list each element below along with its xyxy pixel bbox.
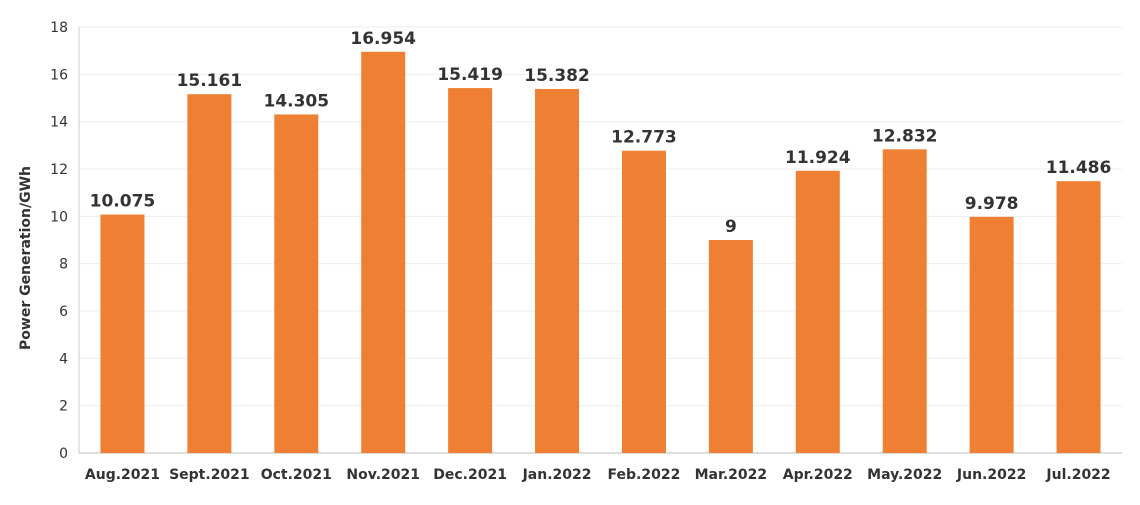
bar[interactable]	[795, 170, 840, 454]
data-label: 15.382	[524, 66, 590, 86]
data-label: 15.419	[437, 65, 503, 85]
y-tick-label: 2	[59, 399, 68, 415]
x-tick-label: Jun.2022	[956, 467, 1026, 483]
y-tick-label: 4	[59, 351, 68, 367]
bar[interactable]	[969, 216, 1014, 453]
bar[interactable]	[708, 240, 753, 453]
y-tick-label: 10	[50, 209, 68, 225]
data-label: 12.773	[611, 128, 677, 148]
bars	[100, 51, 1101, 454]
y-tick-label: 6	[59, 304, 68, 320]
y-tick-label: 16	[50, 67, 68, 83]
axes: Power Generation/GWh	[18, 27, 1122, 454]
y-tick-label: 0	[59, 446, 68, 462]
x-tick-label: Dec.2021	[433, 467, 507, 483]
bar[interactable]	[621, 150, 666, 453]
y-tick-label: 12	[50, 162, 68, 178]
bar[interactable]	[448, 88, 493, 453]
data-label: 12.832	[872, 126, 938, 146]
y-tick-labels: 0 2 4 6 8 10 12 14 16 18	[50, 20, 68, 462]
data-label: 9.978	[965, 194, 1019, 214]
x-tick-label: Jul.2022	[1045, 467, 1110, 483]
x-tick-label: Mar.2022	[695, 467, 768, 483]
bar[interactable]	[882, 149, 927, 453]
x-tick-labels: Aug.2021 Sept.2021 Oct.2021 Nov.2021 Dec.202…	[85, 467, 1111, 483]
gridlines	[79, 26, 1122, 407]
x-tick-label: Apr.2022	[783, 467, 853, 483]
bar[interactable]	[535, 88, 580, 453]
data-label: 16.954	[350, 29, 416, 49]
data-label: 15.161	[177, 71, 243, 91]
y-tick-label: 18	[50, 20, 68, 36]
x-tick-label: Feb.2022	[608, 467, 681, 483]
x-tick-label: Sept.2021	[169, 467, 250, 483]
x-tick-label: Aug.2021	[85, 467, 160, 483]
y-axis-label: Power Generation/GWh	[18, 166, 34, 350]
data-labels: 10.075 15.161 14.305 16.954 15.419 15.382 12.7…	[90, 29, 1112, 237]
data-label: 11.924	[785, 148, 851, 168]
x-tick-label: Jan.2022	[522, 467, 592, 483]
data-label: 11.486	[1046, 158, 1112, 178]
bar[interactable]	[361, 51, 406, 453]
data-label: 14.305	[263, 91, 329, 111]
bar[interactable]	[274, 114, 319, 453]
x-tick-label: May.2022	[867, 467, 942, 483]
x-tick-label: Oct.2021	[261, 467, 332, 483]
bar[interactable]	[100, 214, 145, 453]
data-label: 10.075	[90, 192, 156, 212]
y-tick-label: 14	[50, 115, 68, 131]
y-tick-label: 8	[59, 257, 68, 273]
bar[interactable]	[187, 94, 232, 453]
bar[interactable]	[1056, 181, 1101, 453]
data-label: 9	[725, 217, 737, 237]
x-tick-label: Nov.2021	[346, 467, 420, 483]
